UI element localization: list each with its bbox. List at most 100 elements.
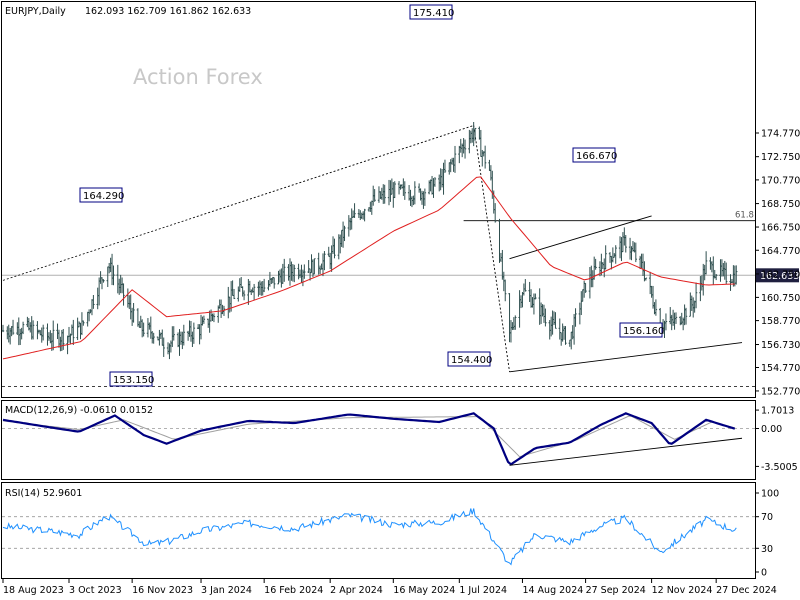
price-bar <box>502 271 505 292</box>
price-bar <box>413 181 417 205</box>
date-tick-label: 16 May 2024 <box>393 585 455 596</box>
annotation-label: 153.150 <box>113 375 154 386</box>
price-bar <box>30 316 33 340</box>
price-bar <box>710 261 714 273</box>
price-bar <box>412 195 415 206</box>
price-bar <box>671 309 675 326</box>
macd-trendline <box>509 437 743 466</box>
price-bar <box>534 293 537 300</box>
price-bar <box>16 322 19 335</box>
price-bar <box>610 255 613 270</box>
price-bar <box>618 236 622 259</box>
price-bar <box>538 288 541 325</box>
trendline <box>473 125 510 372</box>
price-bar <box>693 300 696 313</box>
price-bar <box>303 264 306 279</box>
price-bar <box>551 310 554 335</box>
annotation-label: 164.290 <box>83 191 124 202</box>
price-panel-frame <box>1 1 756 398</box>
price-bar <box>283 258 286 282</box>
price-tick-label: 152.770 <box>761 386 800 397</box>
price-bar <box>248 280 252 293</box>
price-bar <box>524 279 527 292</box>
price-bar <box>700 275 704 291</box>
price-bar <box>390 178 394 195</box>
fib-level-label: 61.8 <box>735 211 754 221</box>
price-bar <box>449 159 452 173</box>
trendline <box>509 342 743 373</box>
price-bar <box>56 323 59 340</box>
price-bar <box>430 175 434 195</box>
price-bar <box>151 331 154 344</box>
price-bar <box>327 246 330 257</box>
price-bar <box>704 251 708 275</box>
price-bar <box>400 184 404 189</box>
price-bar <box>581 289 584 302</box>
price-bar <box>674 312 678 324</box>
rsi-tick-label: 0 <box>761 568 767 579</box>
price-bar <box>392 182 395 208</box>
price-bar <box>293 264 296 283</box>
date-tick-label: 14 Aug 2024 <box>522 585 583 596</box>
date-tick-label: 16 Feb 2024 <box>264 585 323 596</box>
price-bar <box>106 266 109 288</box>
price-bar <box>650 285 653 298</box>
price-tick-label: 166.750 <box>761 223 800 234</box>
price-bar <box>181 331 184 350</box>
price-bar <box>558 318 561 340</box>
date-tick-label: 27 Sep 2024 <box>586 585 646 596</box>
price-bar <box>504 279 507 302</box>
date-tick-label: 3 Jan 2024 <box>201 585 252 596</box>
price-bar <box>570 331 573 350</box>
price-bar <box>238 278 241 292</box>
price-bar <box>478 126 481 140</box>
price-bar <box>521 292 524 308</box>
price-bar <box>542 304 546 323</box>
price-bar <box>578 302 582 325</box>
price-bar <box>588 267 592 299</box>
price-bar <box>509 320 513 343</box>
price-bar <box>250 289 253 296</box>
price-bar <box>86 311 89 327</box>
price-bar <box>541 304 544 317</box>
price-bar <box>241 286 244 297</box>
price-bar <box>468 129 471 154</box>
price-bar <box>67 326 71 343</box>
rsi-line <box>2 508 737 566</box>
price-bar <box>52 320 55 351</box>
price-bar <box>459 138 462 153</box>
price-bar <box>138 321 141 328</box>
date-tick-label: 3 Oct 2023 <box>69 585 122 596</box>
trendlines <box>2 125 743 373</box>
price-bar <box>36 321 39 340</box>
price-bar <box>49 330 52 344</box>
price-bar <box>328 252 332 270</box>
price-bar <box>112 265 115 286</box>
price-bar <box>621 232 625 253</box>
price-bar <box>307 260 310 274</box>
price-bar <box>554 312 557 329</box>
price-bar <box>359 210 362 221</box>
price-bar <box>479 129 483 157</box>
price-bar <box>288 258 292 286</box>
price-bar <box>59 336 62 352</box>
price-bar <box>679 316 682 326</box>
moving-average <box>2 176 735 360</box>
macd-tick-label: 1.7013 <box>761 406 794 417</box>
price-bar <box>17 317 20 346</box>
price-bar <box>80 312 84 336</box>
price-bar <box>614 245 617 264</box>
price-bar <box>102 279 105 283</box>
price-bar <box>544 308 547 327</box>
price-bar <box>574 308 577 327</box>
price-bar <box>723 260 726 280</box>
price-bar <box>229 281 233 312</box>
price-bar <box>508 293 511 343</box>
price-bar <box>664 313 668 331</box>
price-bar <box>199 314 203 340</box>
price-bar <box>732 265 735 287</box>
price-bar <box>594 258 597 270</box>
price-bar <box>247 279 250 305</box>
price-bar <box>297 263 300 280</box>
price-bar <box>47 332 51 341</box>
